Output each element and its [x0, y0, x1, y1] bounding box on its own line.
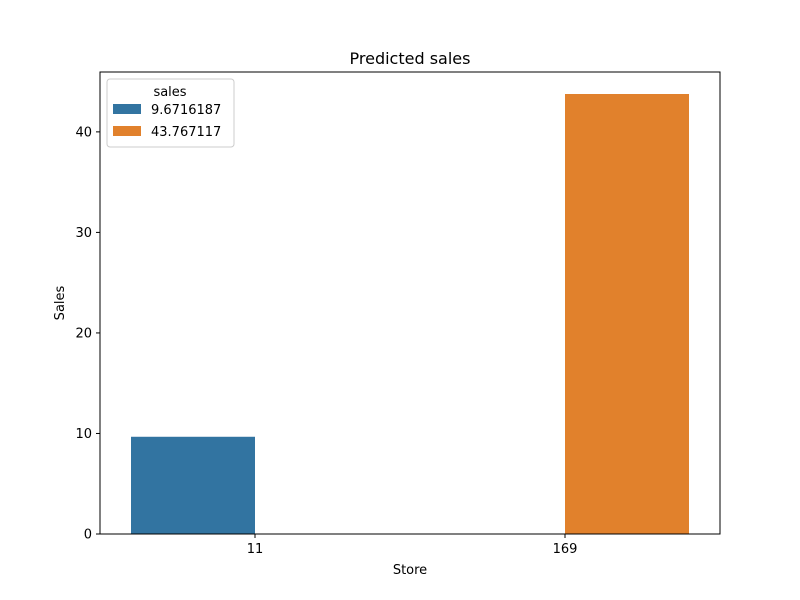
y-tick-label: 30 [75, 226, 92, 241]
bar [131, 436, 255, 534]
plot-area [99, 71, 721, 535]
legend: sales 9.6716187 43.767117 [106, 78, 235, 148]
legend-title: sales [153, 85, 186, 100]
y-tick-label: 20 [75, 326, 92, 341]
bars [131, 94, 689, 534]
axes-frame [99, 71, 721, 535]
x-tick-label: 169 [553, 542, 578, 557]
chart-title: Predicted sales [350, 49, 471, 68]
y-axis-ticks: 0 10 20 30 40 [75, 125, 100, 543]
legend-swatch [113, 104, 141, 114]
legend-label: 43.767117 [151, 125, 221, 140]
x-axis-ticks: 11 169 [247, 534, 578, 557]
x-tick-label: 11 [247, 542, 264, 557]
y-tick-label: 0 [84, 528, 92, 543]
y-tick-label: 40 [75, 125, 92, 140]
x-axis-label: Store [393, 563, 427, 578]
bar [565, 94, 689, 534]
y-tick-label: 10 [75, 427, 92, 442]
y-axis-label: Sales [53, 285, 68, 320]
legend-label: 9.6716187 [151, 103, 221, 118]
legend-swatch [113, 126, 141, 136]
